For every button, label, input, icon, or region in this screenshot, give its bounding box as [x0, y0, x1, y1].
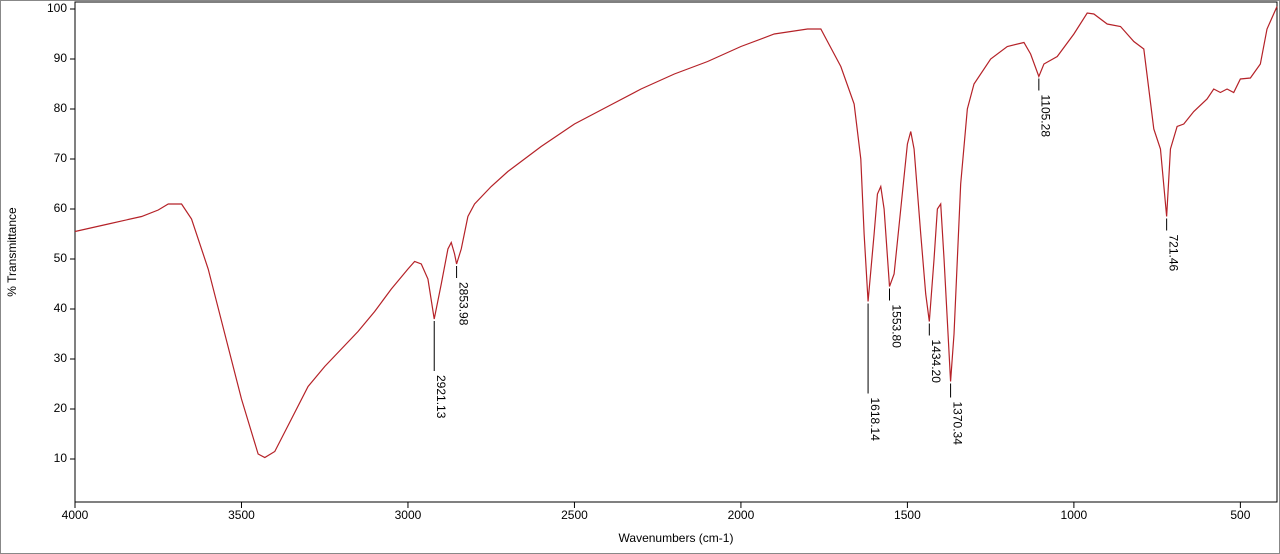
y-tick-label: 70 — [54, 151, 68, 165]
y-tick-label: 80 — [54, 101, 68, 115]
x-tick-label: 1000 — [1061, 508, 1088, 522]
x-tick-label: 500 — [1230, 508, 1250, 522]
peak-label: 1370.34 — [950, 402, 964, 446]
y-tick-label: 90 — [54, 51, 68, 65]
x-axis-label: Wavenumbers (cm-1) — [619, 531, 734, 545]
peak-label: 1105.28 — [1039, 95, 1053, 138]
peak-label: 2853.98 — [456, 282, 470, 326]
x-tick-label: 2500 — [561, 508, 588, 522]
y-axis-label: % Transmittance — [5, 207, 19, 297]
y-tick-label: 40 — [54, 301, 68, 315]
spectrum-line — [74, 6, 1278, 459]
peak-label: 1434.20 — [929, 340, 943, 384]
x-tick-label: 4000 — [62, 508, 89, 522]
x-tick-label: 2000 — [728, 508, 755, 522]
y-tick-label: 50 — [54, 251, 68, 265]
peak-label: 1553.80 — [889, 305, 903, 349]
y-tick-label: 30 — [54, 351, 68, 365]
plot-area — [74, 1, 1278, 503]
x-tick-label: 1500 — [894, 508, 921, 522]
y-tick-label: 10 — [54, 451, 68, 465]
x-tick-label: 3500 — [228, 508, 255, 522]
peak-label: 1618.14 — [868, 398, 882, 442]
peak-label: 2921.13 — [434, 375, 448, 419]
peak-label: 721.46 — [1166, 235, 1180, 272]
y-tick-label: 100 — [47, 1, 67, 15]
y-tick-label: 20 — [54, 401, 68, 415]
x-tick-label: 3000 — [395, 508, 422, 522]
y-tick-label: 60 — [54, 201, 68, 215]
